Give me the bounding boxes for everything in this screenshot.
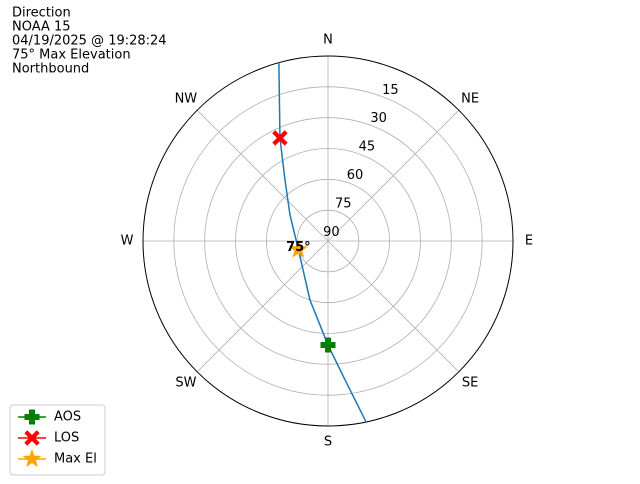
theta-tick-label: N bbox=[323, 33, 333, 48]
chart-title: Northbound bbox=[12, 62, 89, 77]
legend-label: LOS bbox=[54, 431, 79, 446]
theta-tick-label: SE bbox=[462, 376, 478, 391]
theta-tick-label: NW bbox=[175, 91, 198, 106]
grid-spoke bbox=[196, 240, 329, 373]
r-tick-label: 90 bbox=[323, 225, 340, 240]
grid-spoke bbox=[327, 109, 460, 242]
r-tick-label: 60 bbox=[347, 168, 364, 183]
legend-label: AOS bbox=[54, 410, 81, 425]
chart-title: NOAA 15 bbox=[12, 20, 71, 35]
marker bbox=[24, 409, 40, 425]
r-tick-label: 15 bbox=[382, 83, 399, 98]
theta-tick-label: SW bbox=[175, 376, 196, 391]
theta-tick-label: W bbox=[121, 234, 134, 249]
marker bbox=[24, 430, 40, 446]
theta-tick-label: NE bbox=[461, 91, 479, 106]
grid-spoke bbox=[196, 109, 329, 242]
value-label: 75° bbox=[286, 240, 311, 255]
r-tick-label: 75 bbox=[335, 197, 352, 212]
outer-frame bbox=[142, 55, 514, 427]
r-tick-label: 45 bbox=[359, 140, 376, 155]
chart-title: Direction bbox=[12, 6, 71, 21]
marker bbox=[320, 337, 336, 353]
marker bbox=[288, 239, 308, 258]
theta-tick-label: E bbox=[525, 234, 533, 249]
chart-title: 04/19/2025 @ 19:28:24 bbox=[12, 34, 167, 49]
legend-label: Max El bbox=[54, 452, 97, 467]
grid-spoke bbox=[327, 240, 460, 373]
marker bbox=[272, 130, 288, 146]
chart-title: 75° Max Elevation bbox=[12, 48, 131, 63]
marker bbox=[22, 449, 42, 468]
r-tick-label: 30 bbox=[370, 111, 387, 126]
theta-tick-label: S bbox=[324, 435, 332, 450]
